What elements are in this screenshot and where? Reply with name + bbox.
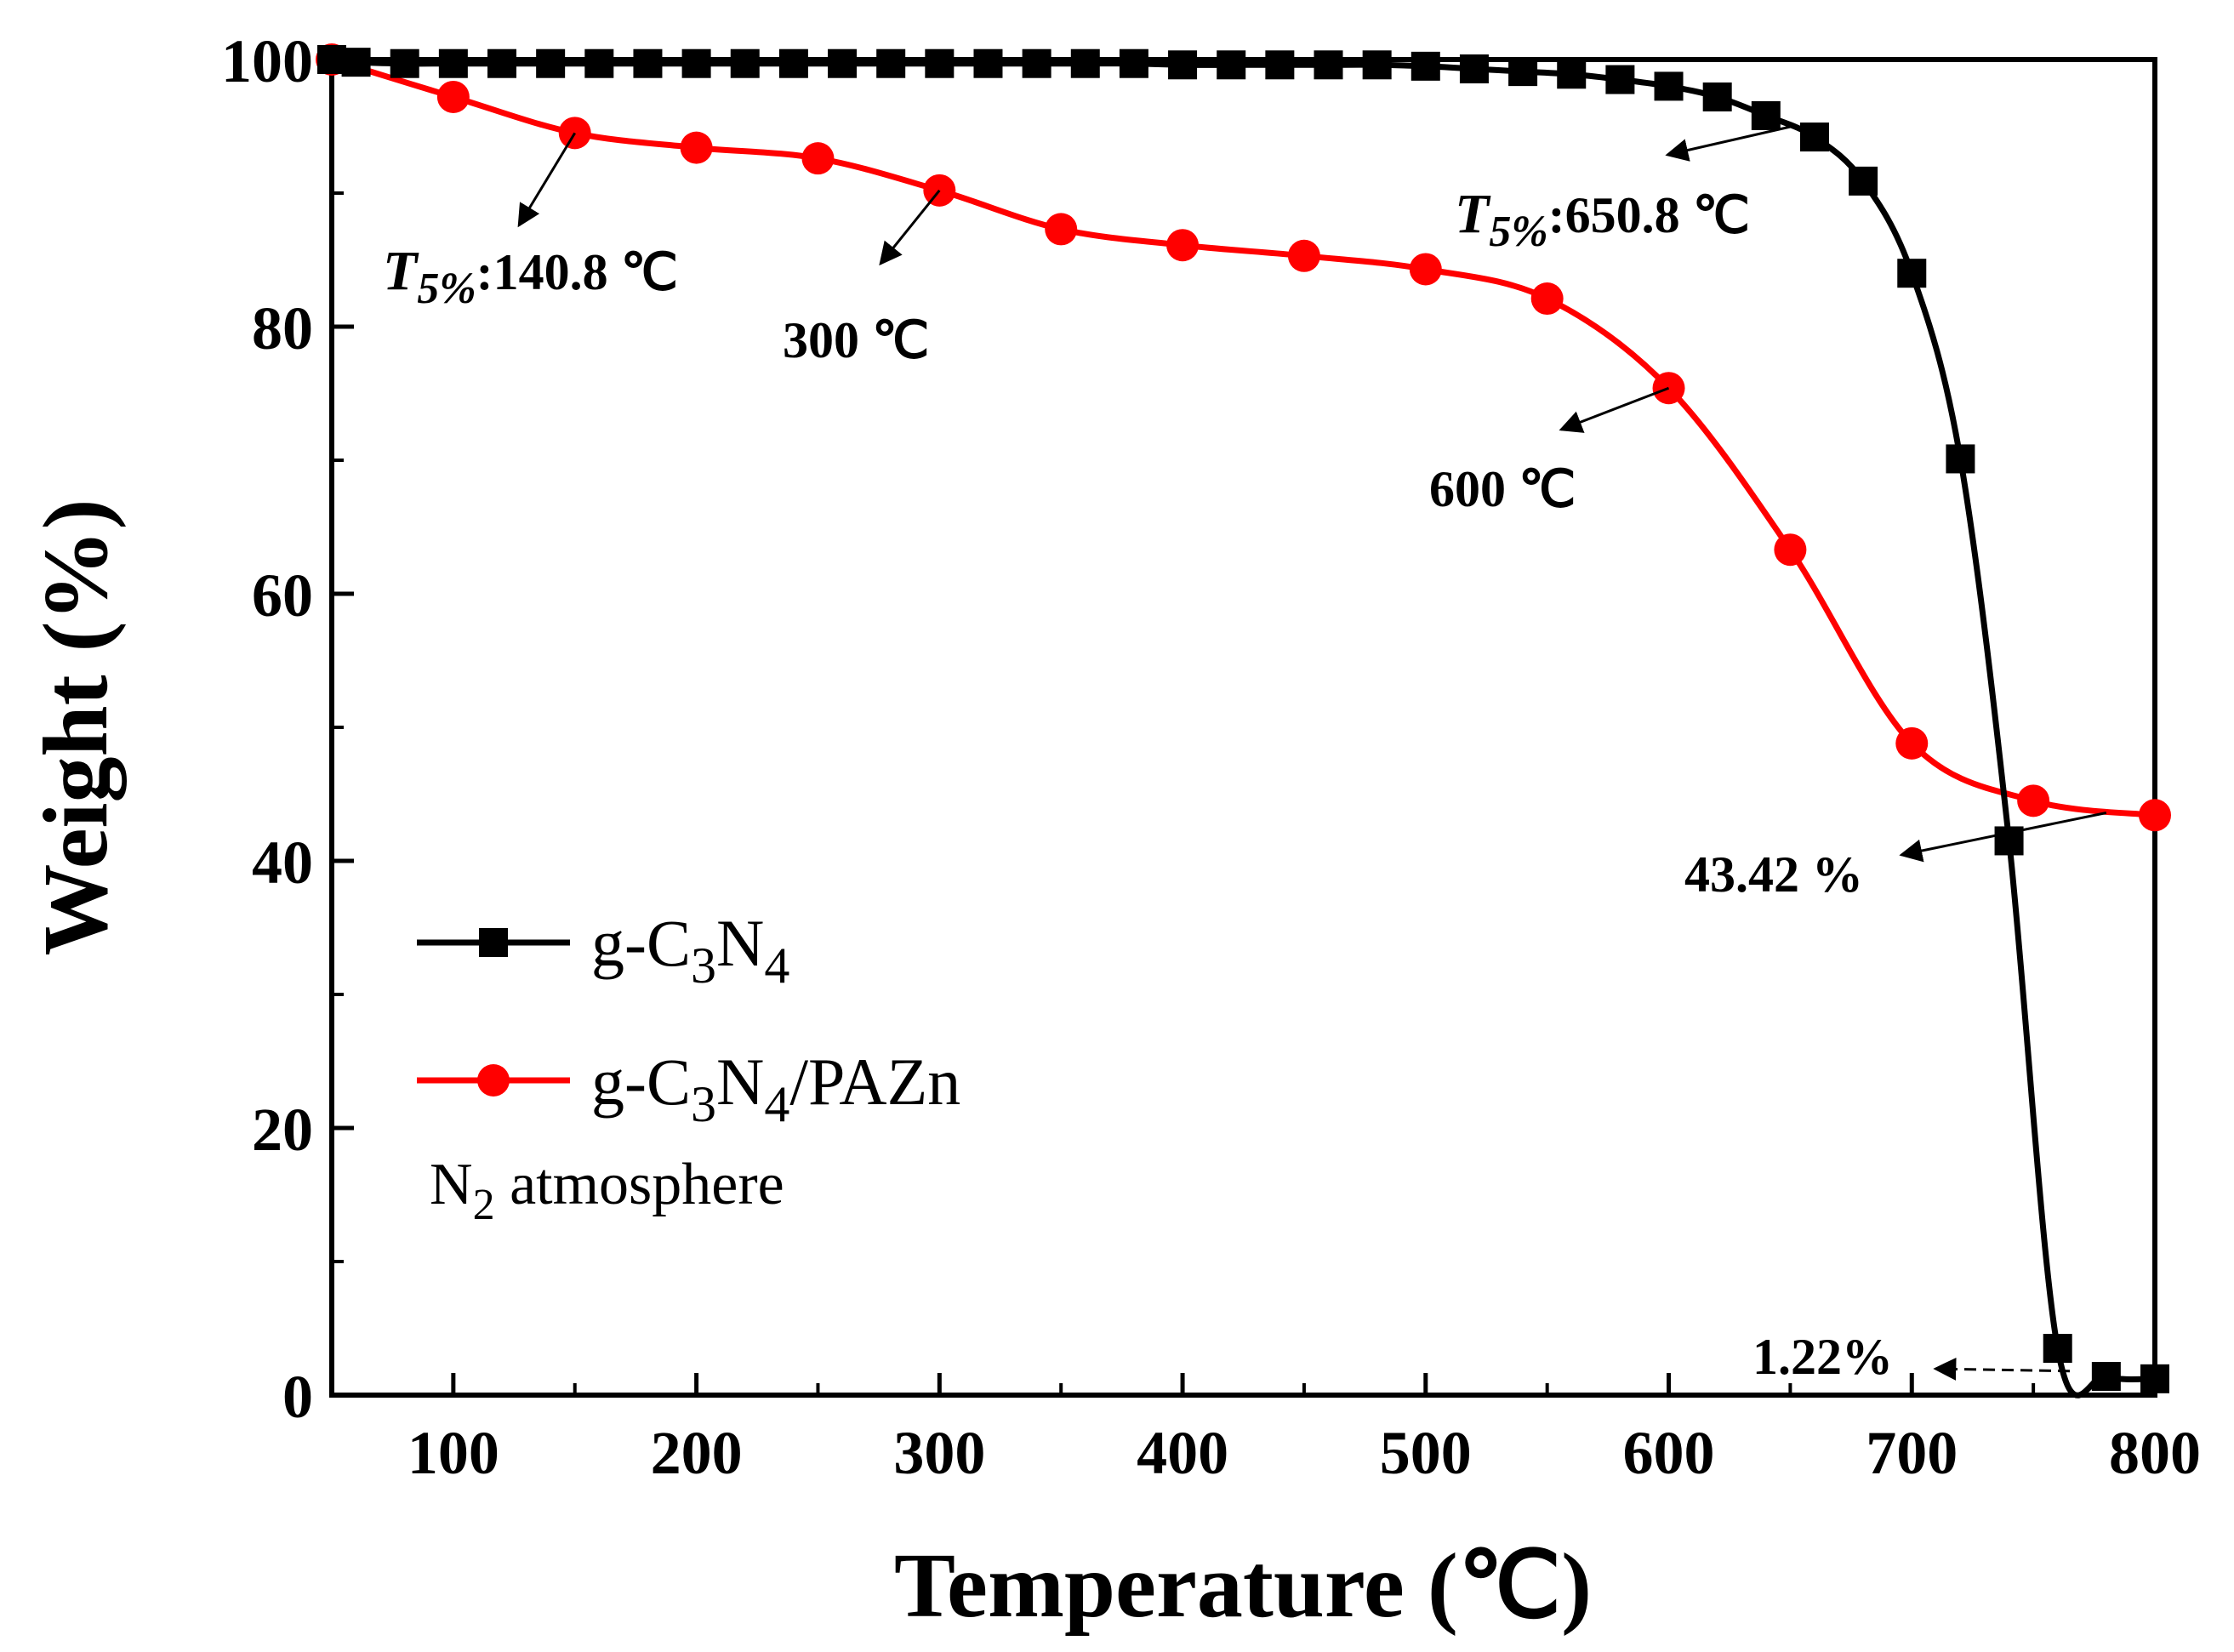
data-point-g-c3n4	[973, 49, 1002, 78]
y-tick-label: 40	[252, 829, 313, 897]
x-tick-label: 700	[1866, 1419, 1958, 1487]
data-point-g-c3n4	[1703, 83, 1732, 111]
data-point-g-c3n4	[1508, 57, 1537, 86]
data-point-g-c3n4-pazn	[2139, 799, 2171, 831]
data-point-g-c3n4	[828, 49, 857, 78]
data-point-g-c3n4	[2092, 1362, 2121, 1391]
data-point-g-c3n4	[2140, 1364, 2169, 1393]
data-point-g-c3n4	[1411, 52, 1440, 81]
data-point-g-c3n4	[1120, 49, 1148, 78]
data-point-g-c3n4-pazn	[2017, 784, 2049, 817]
data-point-g-c3n4	[1946, 444, 1975, 473]
annotation-label-red-600: 600 ℃	[1429, 461, 1576, 517]
data-point-g-c3n4	[1023, 49, 1051, 78]
x-tick-label: 400	[1137, 1419, 1228, 1487]
x-tick-label: 300	[893, 1419, 985, 1487]
annotation-label-t5-red: T5%:140.8 ℃	[383, 240, 678, 313]
data-point-g-c3n4	[1800, 122, 1829, 151]
data-point-g-c3n4	[1752, 101, 1781, 130]
x-tick-label: 600	[1623, 1419, 1715, 1487]
data-point-g-c3n4	[1217, 50, 1245, 79]
x-tick-label: 200	[651, 1419, 743, 1487]
x-tick-label: 500	[1380, 1419, 1472, 1487]
legend-label-g-c3n4: g-C3N4	[591, 906, 789, 994]
legend: g-C3N4 g-C3N4/PAZn N2 atmosphere	[417, 906, 960, 1229]
data-point-g-c3n4	[390, 49, 419, 78]
data-point-g-c3n4	[1655, 71, 1684, 100]
data-point-g-c3n4	[1168, 50, 1197, 79]
annotation-label-red-300: 300 ℃	[783, 312, 929, 368]
y-tick-label: 20	[252, 1096, 313, 1164]
annotation-label-t5-black: T5%:650.8 ℃	[1455, 183, 1750, 256]
x-axis-title: Temperature (℃)	[894, 1535, 1592, 1637]
data-point-g-c3n4	[1314, 50, 1343, 79]
y-tick-label: 80	[252, 294, 313, 362]
data-point-g-c3n4	[487, 49, 516, 78]
data-point-g-c3n4	[633, 49, 662, 78]
data-point-g-c3n4	[439, 49, 468, 78]
data-point-g-c3n4	[1605, 66, 1634, 94]
data-point-g-c3n4	[876, 49, 905, 78]
data-point-g-c3n4	[1897, 259, 1926, 288]
data-point-g-c3n4	[682, 49, 711, 78]
y-tick-label: 100	[221, 27, 313, 95]
data-point-g-c3n4-pazn	[1166, 229, 1199, 261]
data-point-g-c3n4	[2043, 1334, 2072, 1363]
annotation-arrow-red-600	[1561, 388, 1669, 430]
series-line-g-c3n4-pazn	[332, 60, 2155, 815]
data-point-g-c3n4-pazn	[1774, 533, 1806, 566]
legend-entry-g-c3n4-pazn: g-C3N4/PAZn	[417, 1045, 960, 1132]
data-point-g-c3n4-pazn	[1410, 253, 1442, 285]
annotation-label-black-residue: 1.22%	[1752, 1329, 1893, 1385]
annotation-arrow-t5-black	[1667, 127, 1792, 156]
data-point-g-c3n4-pazn	[1531, 282, 1564, 315]
data-point-g-c3n4	[925, 49, 954, 78]
tga-chart: 100 200 300 400 500 600 700 800 0 20 40 60 80 100 Tem…	[0, 0, 2234, 1652]
atmosphere-note: N2 atmosphere	[430, 1152, 784, 1229]
data-point-g-c3n4-pazn	[681, 132, 713, 164]
data-point-g-c3n4	[1460, 54, 1489, 83]
data-point-g-c3n4	[1557, 60, 1586, 88]
data-point-g-c3n4	[731, 49, 760, 78]
data-point-g-c3n4	[1265, 50, 1294, 79]
data-point-g-c3n4	[1071, 49, 1100, 78]
y-axis-title: Weight (%)	[26, 499, 127, 956]
data-point-g-c3n4-pazn	[1895, 727, 1928, 760]
x-tick-label: 100	[407, 1419, 499, 1487]
data-point-g-c3n4-pazn	[437, 81, 470, 113]
data-point-g-c3n4	[584, 49, 613, 78]
annotation-label-red-residue: 43.42 %	[1684, 846, 1863, 903]
y-tick-label: 60	[252, 561, 313, 629]
legend-entry-g-c3n4: g-C3N4	[417, 906, 789, 994]
data-point-g-c3n4	[1363, 50, 1392, 79]
x-tick-label: 800	[2109, 1419, 2201, 1487]
legend-label-g-c3n4-pazn: g-C3N4/PAZn	[591, 1045, 960, 1132]
data-point-g-c3n4-pazn	[1288, 240, 1320, 272]
data-point-g-c3n4	[342, 48, 371, 77]
y-tick-label: 0	[282, 1363, 313, 1431]
annotation-arrow-t5-red	[519, 133, 575, 225]
annotation-arrow-black-residue	[1935, 1369, 2070, 1371]
data-point-g-c3n4	[1849, 167, 1878, 196]
legend-marker-g-c3n4	[479, 928, 508, 957]
annotation-arrow-red-300	[880, 191, 939, 264]
legend-marker-g-c3n4-pazn	[477, 1064, 510, 1097]
data-point-g-c3n4-pazn	[801, 142, 834, 174]
data-point-g-c3n4	[779, 49, 808, 78]
data-point-g-c3n4	[536, 49, 565, 78]
data-point-g-c3n4-pazn	[1045, 213, 1077, 245]
